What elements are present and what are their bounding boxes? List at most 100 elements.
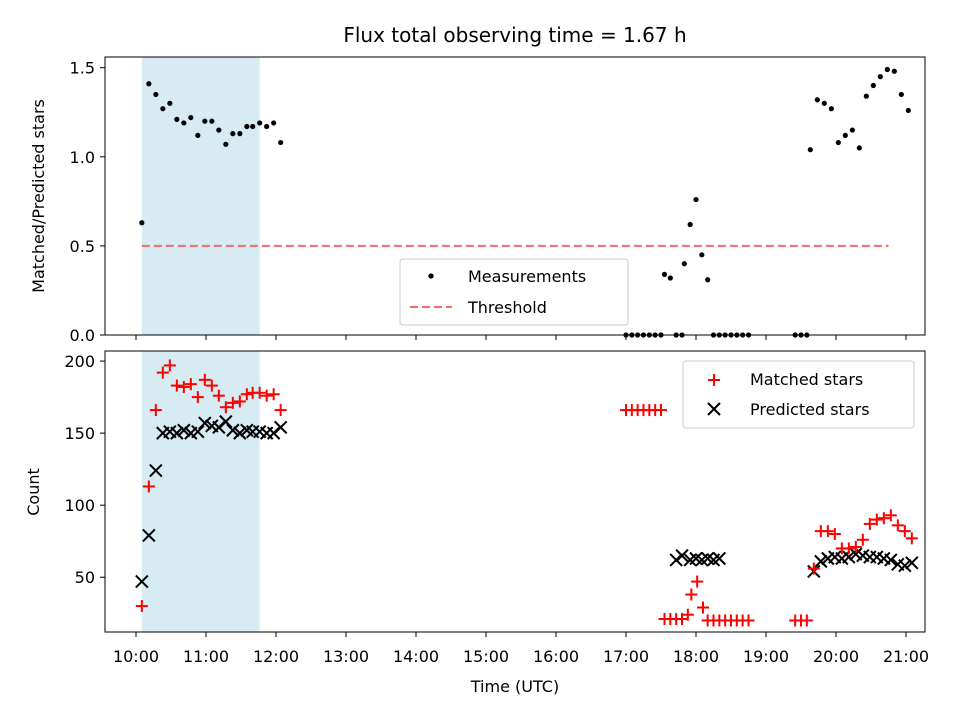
matched-star-point (253, 386, 266, 399)
measurement-point (139, 220, 145, 226)
measurement-point (153, 91, 159, 98)
predicted-star-point (712, 551, 727, 566)
x-tick-label: 14:00 (393, 647, 439, 666)
matched-star-point (205, 379, 218, 392)
matched-star-point (156, 366, 169, 379)
bottom-legend: Matched stars Predicted stars (682, 360, 915, 429)
matched-star-point (681, 608, 694, 621)
matched-star-point (821, 525, 834, 538)
matched-star-point (856, 533, 869, 546)
x-tick-label: 21:00 (883, 647, 929, 666)
bottom-panel: 50 100 150 200 10:00 11:00 12:00 13:00 14:00 15:… (24, 350, 929, 696)
legend-marker-predicted (707, 402, 721, 416)
measurement-point (230, 131, 236, 137)
x-tick-label: 10:00 (113, 647, 159, 666)
measurement-point (821, 100, 827, 106)
chart-title: Flux total observing time = 1.67 h (343, 23, 686, 47)
matched-star-point (219, 401, 232, 414)
measurement-point (160, 106, 166, 112)
measurement-point (807, 147, 813, 153)
predicted-star-point (135, 574, 149, 589)
top-axes-frame (104, 56, 926, 336)
measurement-point (271, 120, 277, 126)
matched-star-point (135, 600, 148, 613)
measurement-point (146, 81, 152, 87)
matched-star-point (274, 404, 287, 417)
matched-star-point (685, 588, 698, 601)
matched-star-point (163, 359, 176, 372)
bottom-ylabel: Count (24, 468, 43, 516)
legend-label-predicted: Predicted stars (750, 400, 870, 419)
matched-star-point (877, 512, 890, 525)
bottom-y-tick-label: 100 (64, 496, 95, 515)
predicted-star-point (191, 424, 205, 439)
matched-star-point (828, 528, 841, 541)
top-legend: Measurements Threshold (399, 258, 629, 326)
measurement-point (661, 271, 668, 278)
predicted-star-point (170, 426, 184, 440)
measurement-point (202, 118, 208, 124)
matched-star-point (742, 614, 755, 627)
top-ylabel: Matched/Predicted stars (29, 99, 48, 293)
matched-star-point (891, 519, 904, 532)
predicted-star-point (898, 559, 912, 573)
bottom-y-tick-label: 50 (75, 568, 95, 587)
predicted-star-point (273, 420, 288, 435)
measurement-point (898, 91, 904, 98)
measurement-point (216, 127, 222, 133)
matched-star-point (191, 391, 204, 404)
measurement-point (223, 141, 229, 147)
bottom-axes-frame (104, 350, 926, 633)
bottom-y-tick-label: 200 (64, 352, 95, 371)
measurement-point (257, 120, 263, 126)
bottom-highlight-span (141, 351, 260, 632)
x-tick-label: 17:00 (603, 647, 649, 666)
matched-star-point (212, 389, 225, 402)
predicted-star-point (675, 548, 689, 563)
predicted-star-point (149, 463, 163, 478)
matched-star-point (233, 395, 246, 408)
matched-star-point (260, 389, 273, 402)
predicted-star-point (233, 426, 247, 440)
predicted-star-point (177, 423, 191, 437)
matched-star-point (905, 532, 918, 545)
matched-star-point (849, 540, 862, 553)
matched-star-point (198, 373, 211, 386)
measurement-point (842, 132, 848, 139)
x-tick-label: 11:00 (183, 647, 229, 666)
measurement-point (250, 123, 256, 130)
matched-star-point (170, 379, 183, 392)
measurement-point (209, 118, 215, 124)
predicted-star-point (198, 416, 212, 430)
measurement-point (705, 277, 711, 283)
x-axis-label: Time (UTC) (470, 677, 559, 696)
measurement-point (195, 132, 201, 139)
measurement-point (693, 196, 699, 203)
matched-star-point (800, 614, 813, 627)
predicted-star-point (884, 553, 898, 567)
top-panel: 0.0 0.5 1.0 1.5 Matched/Predicted stars Mea… (29, 56, 926, 345)
x-tick-label: 19:00 (743, 647, 789, 666)
top-y-tick-label: 0.0 (70, 326, 95, 345)
measurement-point (814, 97, 820, 103)
x-tick-label: 13:00 (323, 647, 369, 666)
matched-star-point (842, 542, 855, 555)
predicted-star-point (842, 550, 856, 564)
measurement-point (849, 127, 855, 133)
top-highlight-span (141, 57, 260, 335)
measurement-point (870, 82, 876, 89)
measurement-point (687, 221, 693, 228)
measurement-point (828, 106, 834, 112)
matched-star-point (870, 513, 883, 526)
measurement-point (244, 123, 250, 130)
measurement-point (699, 252, 705, 258)
matched-star-point (177, 381, 190, 394)
top-y-tick-label: 1.0 (70, 148, 95, 167)
matched-star-point (884, 509, 897, 522)
measurement-point (181, 120, 187, 126)
measurement-point (856, 145, 862, 151)
matched-star-point (267, 388, 280, 401)
measurement-point (264, 123, 270, 130)
predicted-star-point (226, 423, 240, 437)
